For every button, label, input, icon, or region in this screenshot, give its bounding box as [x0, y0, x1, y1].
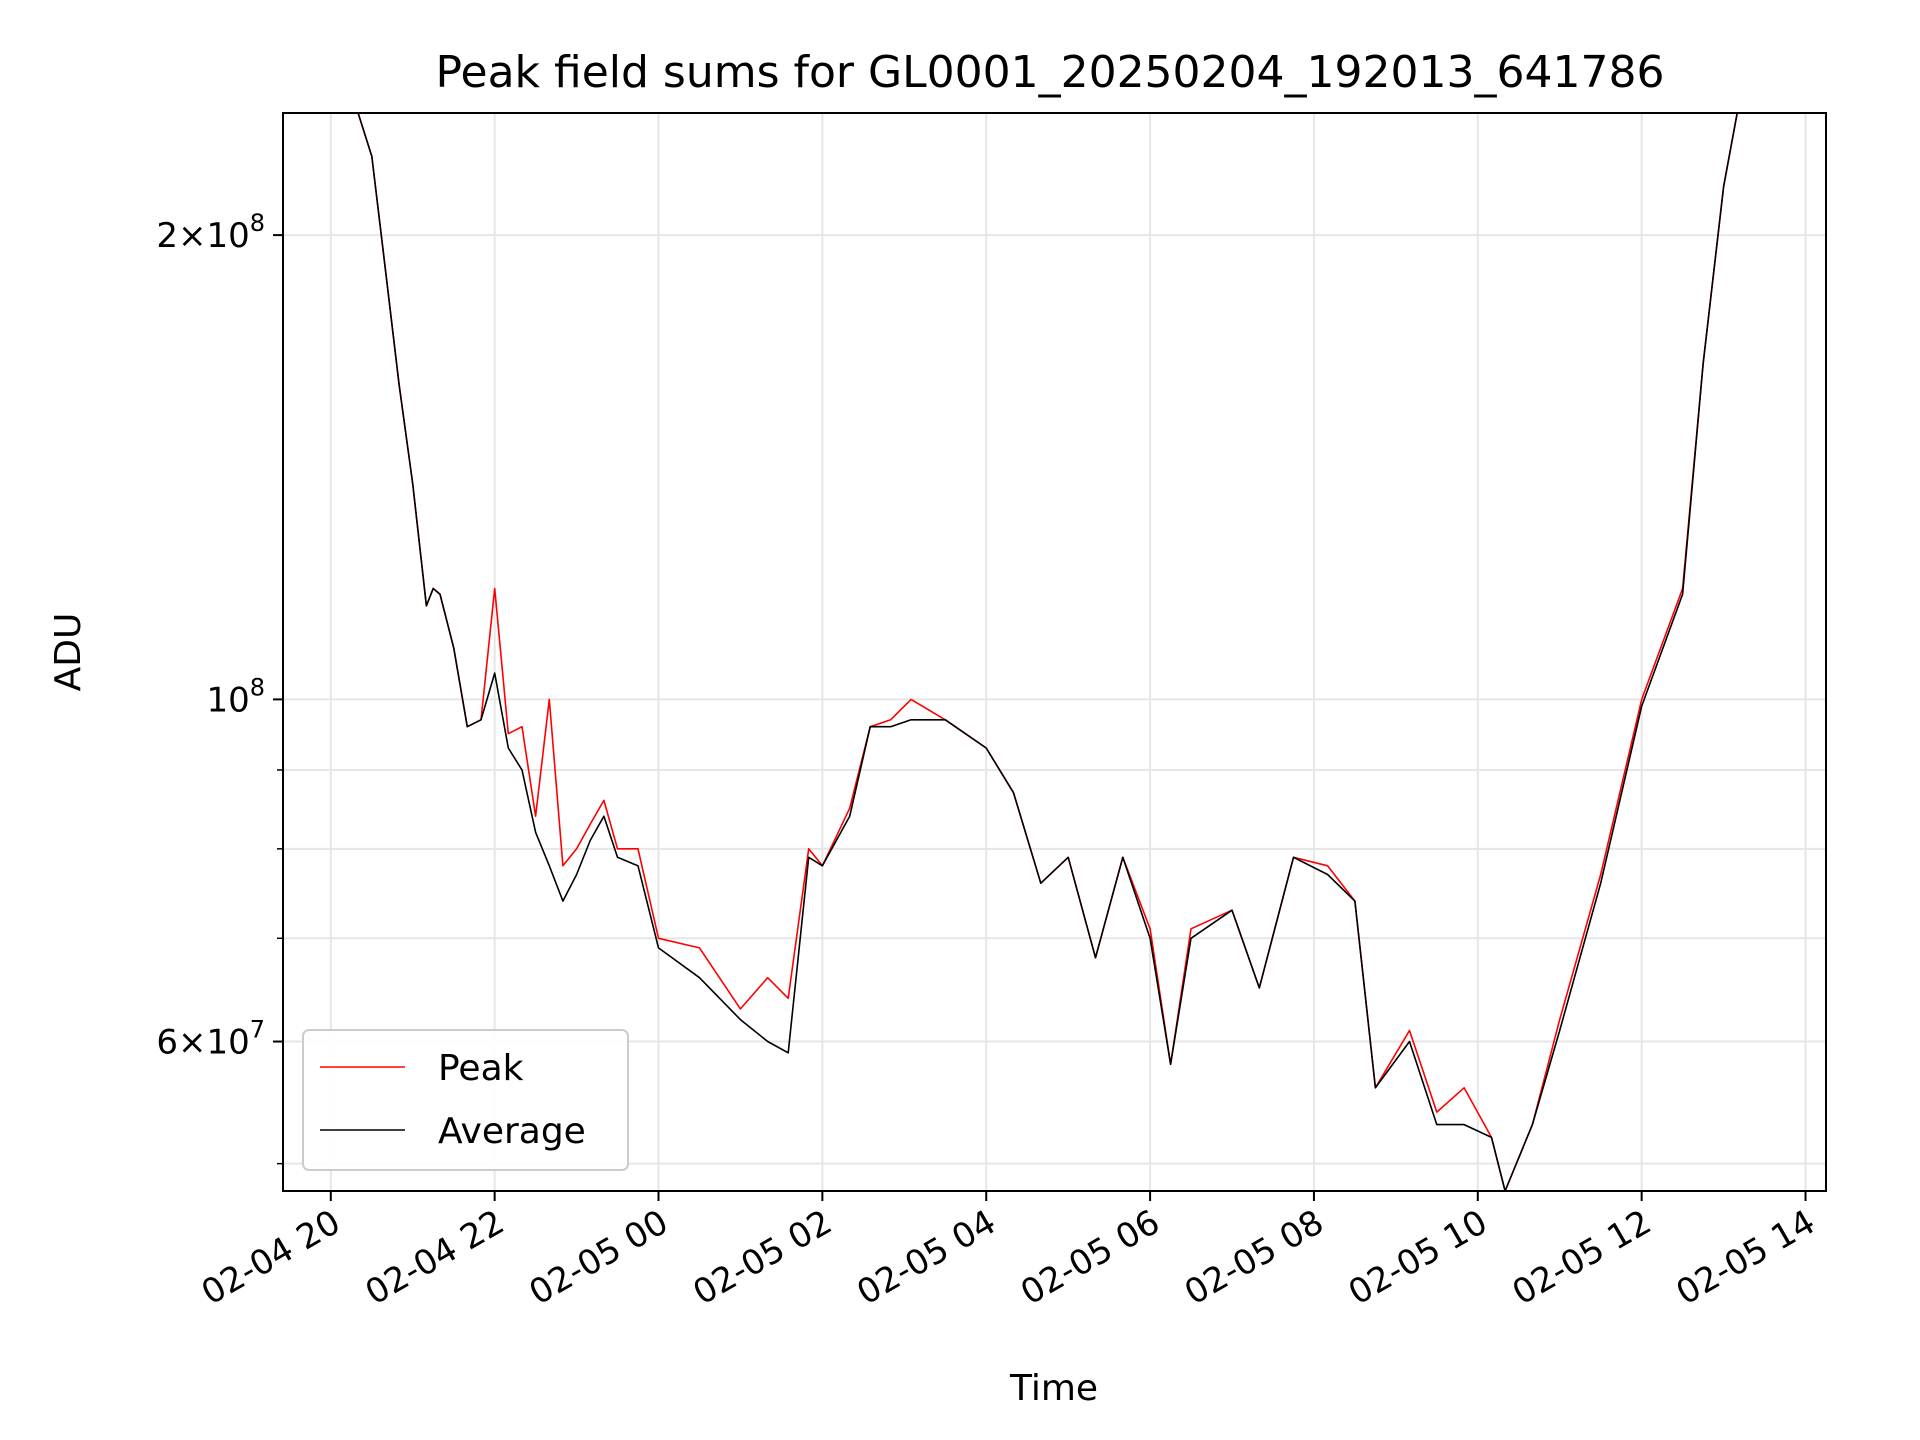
y-tick-label: 108 [206, 673, 265, 720]
grid [283, 113, 1826, 1191]
x-axis-label: Time [1009, 1368, 1098, 1409]
plot-frame [282, 112, 1827, 1192]
legend: Peak Average [302, 1029, 629, 1171]
x-tick-label: 02-05 12 [1506, 1202, 1658, 1313]
x-tick-label: 02-05 10 [1342, 1202, 1494, 1313]
legend-average-label: Average [438, 1111, 586, 1152]
x-tick-label: 02-05 00 [523, 1202, 675, 1313]
legend-box [302, 1029, 629, 1171]
chart-title: Peak field sums for GL0001_20250204_1920… [436, 47, 1665, 98]
x-tick-label: 02-05 02 [686, 1202, 838, 1313]
legend-peak-label: Peak [438, 1048, 524, 1089]
series-line-average [296, 112, 1820, 1192]
x-tick-label: 02-05 06 [1014, 1202, 1166, 1313]
x-tick-label: 02-05 08 [1178, 1202, 1330, 1313]
x-tick-label: 02-05 14 [1670, 1202, 1822, 1313]
x-tick-label: 02-04 22 [359, 1202, 511, 1313]
x-tick-label: 02-04 20 [195, 1202, 347, 1313]
series-lines [296, 112, 1820, 1192]
y-tick-label: 2×108 [156, 209, 265, 256]
x-tick-label: 02-05 04 [850, 1202, 1002, 1313]
y-tick-label: 6×107 [156, 1016, 265, 1063]
y-axis-label: ADU [48, 613, 89, 692]
